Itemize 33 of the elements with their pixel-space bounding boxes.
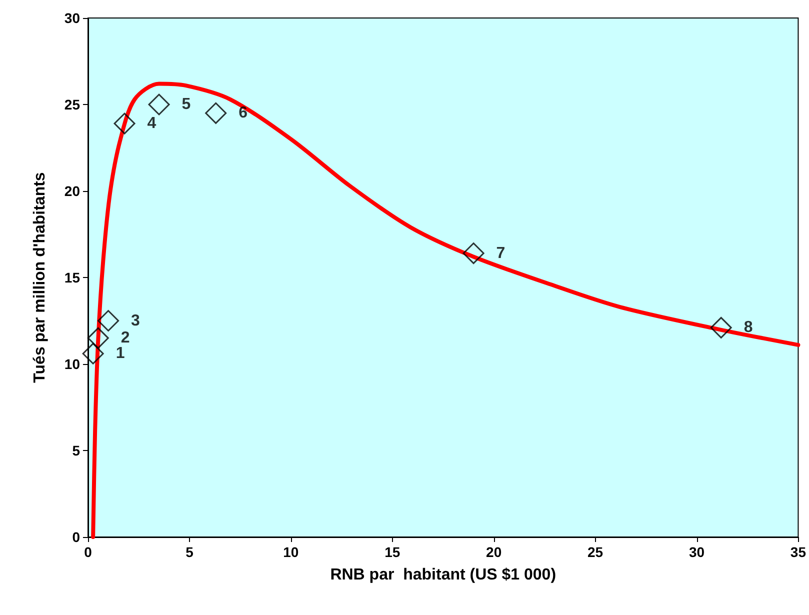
y-tick-label: 15 — [64, 270, 80, 286]
annotation: 4 — [147, 115, 156, 132]
annotation: 2 — [120, 330, 130, 347]
y-tick-label: 20 — [64, 183, 80, 199]
x-tick-label: 0 — [84, 544, 92, 560]
point — [98, 310, 120, 332]
x-tick-label: 10 — [283, 544, 299, 560]
y-tick-label: 0 — [72, 529, 80, 545]
point — [87, 327, 109, 349]
y-tick-label: 30 — [64, 10, 80, 26]
annotation: 5 — [182, 96, 191, 113]
annotation: 3 — [131, 312, 140, 330]
x-tick-label: 20 — [486, 544, 502, 560]
annotation: 8 — [744, 319, 753, 336]
x-tick-label: 5 — [186, 544, 194, 560]
x-axis-title: RNB par habitant (US $1 000) — [330, 566, 556, 584]
y-tick-label: 5 — [72, 442, 80, 458]
annotation: 7 — [496, 244, 506, 262]
point — [462, 242, 484, 264]
x-tick-label: 35 — [790, 544, 806, 560]
y-tick-label: 25 — [64, 96, 80, 112]
point — [205, 102, 227, 124]
y-axis-title: Tués par million d'habitants — [32, 172, 48, 383]
annotation: 1 — [116, 345, 125, 362]
point — [710, 316, 732, 338]
y-tick-label: 10 — [64, 356, 80, 372]
x-tick-label: 15 — [384, 544, 400, 560]
point — [148, 94, 170, 116]
point — [82, 342, 104, 364]
x-tick-label: 30 — [688, 544, 705, 560]
point — [114, 112, 136, 134]
x-tick-label: 25 — [588, 544, 604, 560]
annotation: 6 — [238, 104, 248, 122]
